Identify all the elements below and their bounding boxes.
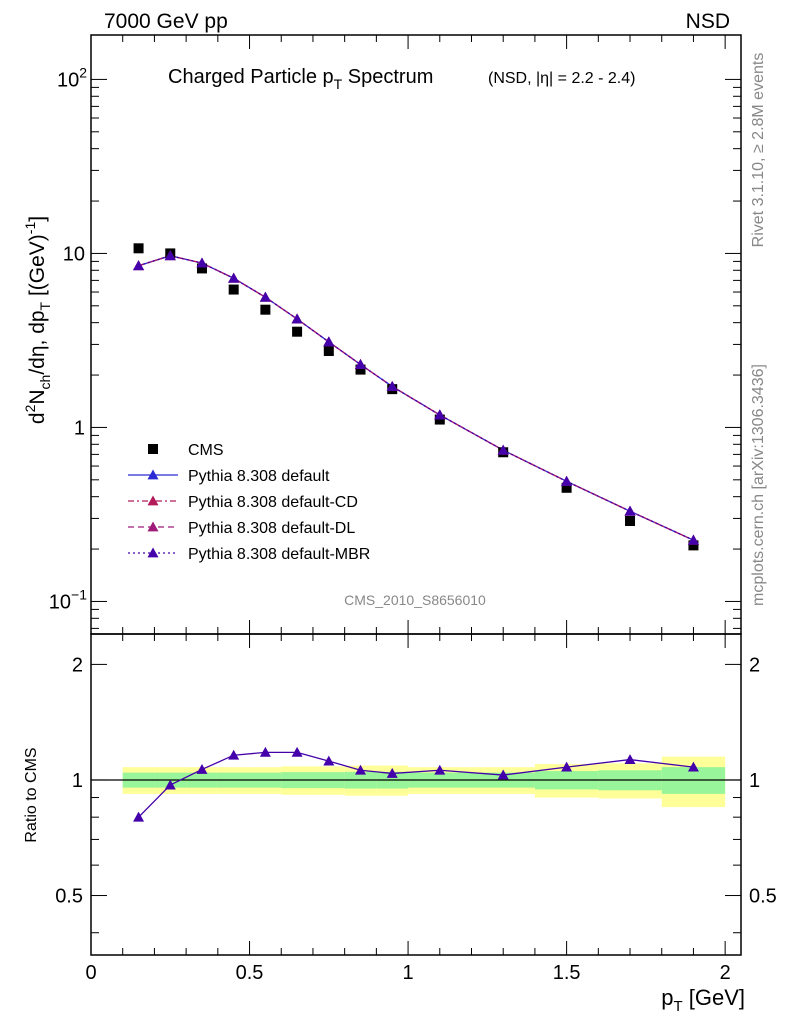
ratio-point [624,754,636,764]
main-series [133,243,699,551]
ratio-y-tick-label-right: 2 [749,654,760,676]
data-point [196,263,207,274]
mc-point-4 [259,291,271,302]
mc-point-4 [355,358,367,369]
ratio-point [228,749,240,760]
ratio-point [434,764,446,775]
legend-label: Pythia 8.308 default-CD [188,494,358,511]
x-tick-label: 0.5 [236,962,264,984]
data-point [292,326,303,337]
x-tick-label: 1.5 [553,962,581,984]
ratio-panel-frame: 0 0.5 1 1.5 2 0.5 0.5 1 1 2 2 [55,633,777,984]
mc-point-4 [323,336,335,347]
ratio-point [291,746,303,757]
y-tick-label: 1 [74,417,85,439]
mc-point-4 [164,250,176,261]
data-point [688,540,699,551]
main-frame [90,34,742,635]
mc-point-4 [687,534,699,545]
legend: CMS Pythia 8.308 default Pythia 8.308 defa… [128,442,370,563]
ratio-series [133,746,699,822]
data-point [260,304,271,315]
data-point [561,482,572,493]
ratio-y-label: Ratio to CMS [23,747,40,842]
data-point [434,414,445,425]
data-point [323,345,334,356]
ratio-line [138,751,694,818]
ratio-point [687,761,699,772]
mc-point-4 [196,257,208,268]
header-left: 7000 GeV pp [104,10,228,33]
x-tick-label: 1 [403,962,414,984]
ratio-point [164,779,176,790]
ratio-frame [90,633,742,956]
rivet-label: Rivet 3.1.10, ≥ 2.8M events [750,53,767,248]
legend-marker [147,547,159,558]
mcplots-label: mcplots.cern.ch [arXiv:1306.3436] [750,364,767,606]
legend-marker [147,521,159,532]
mc-point-4 [624,505,636,516]
legend-marker [147,495,159,506]
ratio-y-tick-label: 2 [72,654,83,676]
x-axis-label: pT [GeV] [661,985,745,1015]
mc-point-4 [228,272,240,283]
data-point [133,243,144,254]
ratio-point [386,767,398,778]
ratio-point [561,761,573,772]
ratio-point [497,769,509,780]
analysis-tag: CMS_2010_S8656010 [344,592,486,608]
ratio-y-tick-label-right: 1 [749,770,760,792]
y-tick-label: 10−1 [49,586,87,613]
ratio-point [259,746,271,757]
ratio-y-tick-label: 0.5 [55,886,83,908]
ratio-point [323,755,335,766]
mc-point-4 [291,313,303,324]
mc-point-4 [434,409,446,420]
data-point [228,284,239,295]
legend-label: Pythia 8.308 default-MBR [188,546,370,563]
legend-label: CMS [188,442,224,459]
ratio-point [355,764,367,775]
ratio-point [133,811,145,822]
legend-marker [147,469,159,480]
legend-label: Pythia 8.308 default [188,468,330,485]
plot-title: Charged Particle pT Spectrum [168,66,433,92]
data-point [355,364,366,375]
series-line-4 [138,255,694,541]
mc-point-4 [133,260,145,271]
ratio-y-tick-label: 1 [72,770,83,792]
y-axis-label-main: d2Nch/dη, dpT [(GeV)-1] [22,216,53,424]
x-tick-label: 0 [85,962,96,984]
mc-point-4 [561,475,573,486]
x-tick-label: 2 [720,962,731,984]
legend-marker-data [148,444,158,454]
y-tick-label: 10 [63,243,85,265]
ratio-point [196,763,208,774]
ratio-y-tick-label-right: 0.5 [749,886,777,908]
plot-subtitle: (NSD, |η| = 2.2 - 2.4) [488,70,635,87]
header-right: NSD [686,10,730,33]
mc-point-4 [497,444,509,455]
legend-label: Pythia 8.308 default-DL [188,520,355,537]
mc-point-4 [386,380,398,391]
y-tick-label: 102 [57,64,87,91]
main-panel-frame: 10−1 1 10 102 [49,34,742,635]
data-point [625,515,636,526]
